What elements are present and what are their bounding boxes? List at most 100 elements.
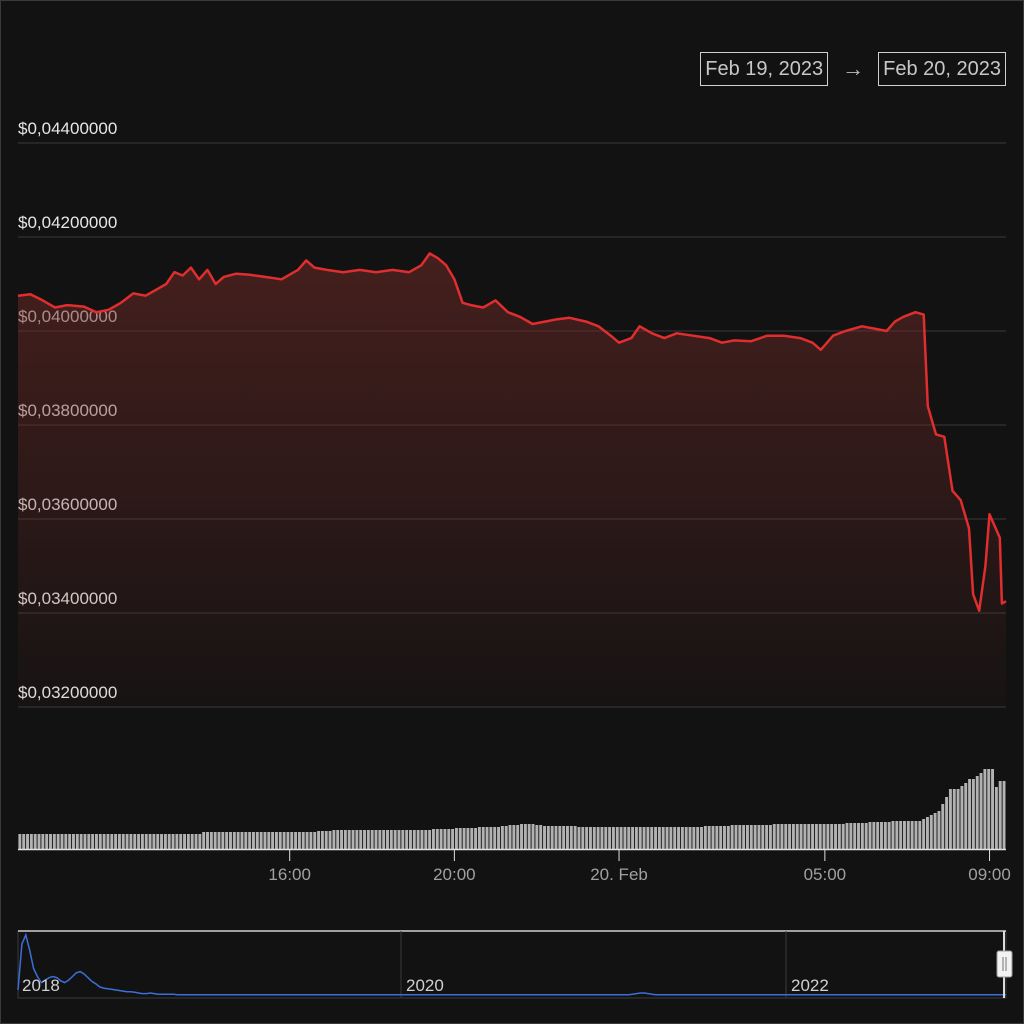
volume-bar bbox=[654, 827, 658, 849]
date-range-selector: Feb 19, 2023 → Feb 20, 2023 bbox=[700, 52, 1006, 86]
volume-bar bbox=[393, 830, 397, 849]
volume-bar bbox=[669, 827, 673, 849]
volume-bar bbox=[431, 829, 435, 849]
volume-bar bbox=[761, 825, 765, 849]
volume-bar bbox=[91, 834, 95, 849]
volume-bar bbox=[305, 832, 309, 849]
volume-bar bbox=[788, 824, 792, 849]
volume-bar bbox=[167, 834, 171, 849]
volume-bar bbox=[780, 824, 784, 849]
volume-bar bbox=[309, 832, 313, 849]
volume-bar bbox=[987, 769, 991, 849]
volume-bar bbox=[523, 824, 527, 849]
volume-bar bbox=[412, 830, 416, 849]
volume-bar bbox=[466, 828, 470, 849]
volume-bar bbox=[72, 834, 75, 849]
volume-bar bbox=[439, 829, 443, 849]
volume-bar bbox=[700, 827, 703, 849]
volume-bar bbox=[160, 834, 164, 849]
volume-bar bbox=[232, 832, 236, 849]
volume-bar bbox=[206, 832, 209, 849]
volume-bar bbox=[742, 825, 746, 849]
range-start-input[interactable]: Feb 19, 2023 bbox=[700, 52, 829, 86]
volume-bar bbox=[133, 834, 137, 849]
volume-bar bbox=[320, 831, 324, 849]
volume-bar bbox=[190, 834, 194, 849]
volume-bar bbox=[171, 834, 175, 849]
volume-bar bbox=[903, 821, 906, 849]
volume-bar bbox=[121, 834, 125, 849]
range-end-input[interactable]: Feb 20, 2023 bbox=[878, 52, 1006, 86]
volume-bar bbox=[485, 827, 489, 849]
volume-bar bbox=[715, 826, 719, 849]
volume-bar bbox=[941, 804, 945, 849]
volume-bar bbox=[504, 826, 508, 849]
navigator-year-label: 2020 bbox=[406, 976, 444, 995]
volume-bar bbox=[826, 824, 830, 849]
volume-bar bbox=[110, 834, 114, 849]
volume-bar bbox=[734, 825, 738, 849]
price-area-fill bbox=[18, 253, 1006, 707]
volume-bar bbox=[945, 797, 949, 849]
volume-bar bbox=[550, 826, 554, 849]
volume-bar bbox=[106, 834, 110, 849]
volume-bar bbox=[933, 813, 937, 849]
volume-bar bbox=[79, 834, 83, 849]
volume-bar bbox=[581, 827, 585, 849]
navigator[interactable]: 2018 2020 2022 bbox=[17, 930, 1013, 999]
volume-bar bbox=[117, 834, 121, 849]
volume-bar bbox=[723, 826, 726, 849]
volume-bar bbox=[738, 825, 742, 849]
volume-bar bbox=[899, 821, 903, 849]
volume-bar bbox=[267, 832, 271, 849]
volume-bar bbox=[527, 824, 531, 849]
volume-bar bbox=[757, 825, 761, 849]
volume-bar bbox=[175, 834, 179, 849]
volume-bar bbox=[428, 830, 432, 849]
volume-bar bbox=[925, 817, 929, 849]
navigator-year-label: 2018 bbox=[22, 976, 60, 995]
volume-bar bbox=[278, 832, 282, 849]
volume-bar bbox=[719, 826, 723, 849]
price-line[interactable] bbox=[17, 252, 1007, 612]
volume-bar bbox=[297, 832, 301, 849]
volume-bar bbox=[229, 832, 232, 849]
volume-bar bbox=[818, 824, 822, 849]
volume-bar bbox=[213, 832, 217, 849]
volume-bar bbox=[209, 832, 213, 849]
volume-bar bbox=[994, 787, 998, 849]
volume-bar bbox=[240, 832, 244, 849]
price-series-line[interactable] bbox=[17, 252, 1007, 612]
volume-bar bbox=[749, 825, 753, 849]
volume-bar bbox=[650, 827, 654, 849]
volume-bar bbox=[301, 832, 305, 849]
volume-bar bbox=[558, 826, 562, 849]
volume-bar bbox=[140, 834, 144, 849]
volume-bar bbox=[707, 826, 711, 849]
volume-bar bbox=[458, 828, 462, 849]
volume-bar bbox=[489, 827, 493, 849]
volume-bar bbox=[18, 834, 22, 849]
volume-bar bbox=[952, 789, 956, 849]
volume-bar bbox=[271, 832, 275, 849]
volume-bar bbox=[355, 830, 359, 849]
volume-bar bbox=[784, 824, 788, 849]
volume-bar bbox=[922, 819, 926, 849]
volume-bar bbox=[198, 834, 202, 849]
volume-bar bbox=[991, 769, 995, 849]
volume-bar bbox=[573, 826, 577, 849]
x-tick-label: 09:00 bbox=[968, 865, 1011, 884]
navigator-handle[interactable] bbox=[996, 950, 1013, 978]
volume-bar bbox=[611, 827, 615, 849]
volume-bar bbox=[462, 828, 466, 849]
volume-bar bbox=[98, 834, 102, 849]
volume-bar bbox=[29, 834, 33, 849]
volume-bar bbox=[286, 832, 290, 849]
y-tick-label: $0,04200000 bbox=[18, 213, 117, 232]
volume-bar bbox=[435, 829, 439, 849]
volume-bar bbox=[401, 830, 405, 849]
volume-bar bbox=[259, 832, 263, 849]
volume-bar bbox=[929, 815, 933, 849]
volume-bar bbox=[75, 834, 79, 849]
volume-bar bbox=[998, 781, 1002, 849]
